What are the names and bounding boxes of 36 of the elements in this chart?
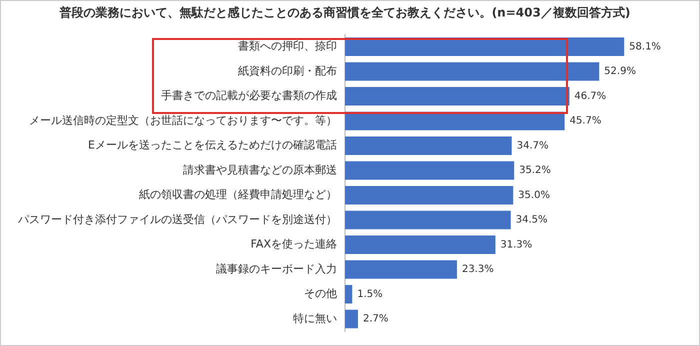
bar — [345, 86, 570, 106]
chart-title: 普段の業務において、無駄だと感じたことのある商習慣を全てお教えください。(n=403／複数回答方式) — [58, 5, 630, 20]
y-tick-label: Eメールを送ったことを伝えるためだけの確認電話 — [88, 138, 337, 152]
bar — [345, 62, 600, 81]
bar — [345, 310, 358, 328]
bar — [345, 186, 514, 205]
data-label: 31.3% — [500, 239, 532, 250]
bar — [345, 210, 511, 230]
bar — [345, 37, 624, 56]
y-tick-label: 手書きでの記載が必要な書類の作成 — [161, 89, 337, 102]
data-label: 35.0% — [518, 190, 550, 201]
y-tick-label: パスワード付き添付ファイルの送受信（パスワードを別途送付） — [17, 212, 337, 226]
data-label: 45.7% — [570, 116, 602, 127]
data-label: 1.5% — [357, 288, 383, 300]
data-label: 35.2% — [519, 165, 551, 176]
y-tick-label: メール送信時の定型文（お世話になっております〜です。等） — [29, 114, 337, 127]
data-label: 34.5% — [516, 214, 548, 226]
y-tick-label: 請求書や見積書などの原本郵送 — [183, 163, 337, 176]
bar — [345, 284, 352, 304]
data-label: 58.1% — [629, 41, 661, 52]
y-tick-label: 特に無い — [293, 312, 337, 325]
data-label: 34.7% — [516, 140, 549, 152]
y-tick-label: FAXを使った連絡 — [250, 238, 337, 251]
bar — [345, 235, 496, 254]
data-label: 23.3% — [462, 264, 494, 276]
y-tick-label: 紙の領収書の処理（経費申請処理など） — [139, 188, 337, 202]
y-tick-label: 議事録のキーボード入力 — [216, 262, 337, 276]
bar — [345, 136, 512, 156]
bar — [345, 161, 514, 180]
y-tick-label: その他 — [304, 287, 337, 300]
data-label: 46.7% — [574, 90, 606, 102]
data-label: 2.7% — [362, 314, 388, 325]
data-label: 52.9% — [604, 66, 636, 78]
y-tick-label: 書類への押印、捺印 — [238, 40, 337, 53]
y-tick-label: 紙資料の印刷・配布 — [238, 64, 337, 78]
bar — [345, 260, 457, 279]
